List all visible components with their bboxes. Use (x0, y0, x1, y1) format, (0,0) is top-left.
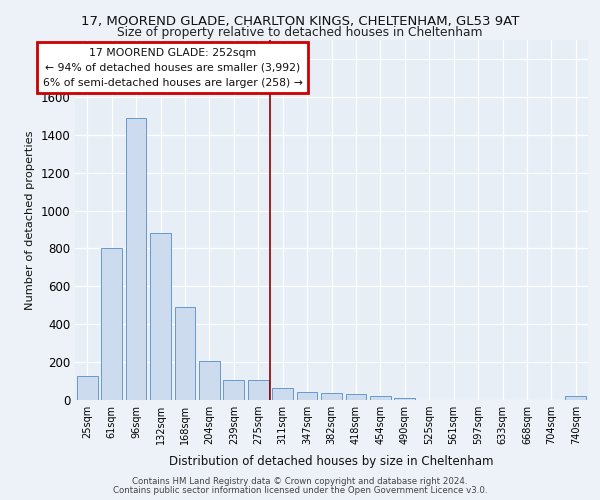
Bar (370, 396, 391, 400)
Bar (394, 398, 415, 400)
Bar (77, 376, 98, 400)
Y-axis label: Number of detached properties: Number of detached properties (25, 130, 35, 310)
Bar (175, 307, 196, 400)
Bar (296, 392, 317, 400)
Bar (565, 396, 586, 400)
Bar (125, 118, 146, 400)
Bar (101, 248, 122, 400)
Text: 17 MOOREND GLADE: 252sqm
← 94% of detached houses are smaller (3,992)
6% of semi: 17 MOOREND GLADE: 252sqm ← 94% of detach… (43, 48, 302, 88)
Text: Contains public sector information licensed under the Open Government Licence v3: Contains public sector information licen… (113, 486, 487, 495)
Text: Size of property relative to detached houses in Cheltenham: Size of property relative to detached ho… (117, 26, 483, 39)
Bar (321, 394, 342, 400)
X-axis label: Distribution of detached houses by size in Cheltenham: Distribution of detached houses by size … (169, 456, 494, 468)
Bar (272, 388, 293, 400)
Text: 17, MOOREND GLADE, CHARLTON KINGS, CHELTENHAM, GL53 9AT: 17, MOOREND GLADE, CHARLTON KINGS, CHELT… (81, 15, 519, 28)
Bar (199, 361, 220, 400)
Text: Contains HM Land Registry data © Crown copyright and database right 2024.: Contains HM Land Registry data © Crown c… (132, 478, 468, 486)
Bar (346, 394, 367, 400)
Bar (248, 380, 269, 400)
Bar (150, 234, 171, 400)
Bar (223, 380, 244, 400)
